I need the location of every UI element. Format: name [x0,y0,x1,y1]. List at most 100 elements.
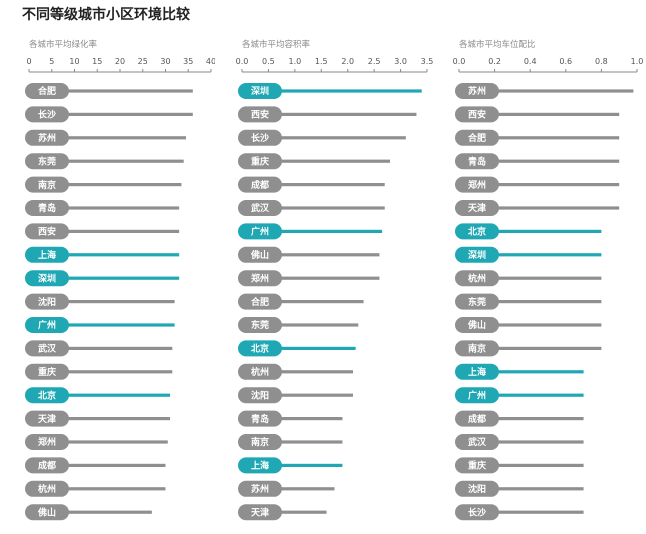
chart-subtitle: 各城市平均绿化率 [29,39,98,50]
category-pill [238,129,282,146]
bar [459,229,602,233]
category-label: 天津 [468,202,486,214]
category-label: 合肥 [38,85,56,97]
category-pill [238,317,282,333]
x-tick-label: 1.0 [631,57,644,66]
bar [242,440,343,444]
category-pill [455,340,499,357]
category-label: 深圳 [468,249,486,261]
category-label: 西安 [468,109,486,121]
bar [459,393,584,397]
category-pill [238,340,282,357]
category-pill [25,410,69,427]
x-tick-label: 15 [92,57,102,66]
bar [29,440,168,444]
category-pill [25,246,69,263]
x-tick-label: 0.8 [595,57,608,66]
bar [29,276,180,280]
category-label: 沈阳 [251,389,269,401]
category-label: 西安 [251,109,269,121]
category-pill [25,176,69,193]
green-rate-chart: 各城市平均绿化率 0 5 10 15 20 25 30 35 40 合肥长沙苏州东莞南京青岛西安上海… [25,39,215,521]
category-label: 佛山 [37,506,56,518]
bar [242,346,356,350]
category-label: 东莞 [38,155,56,167]
bar [459,510,584,514]
category-label: 南京 [468,343,486,355]
bar [242,112,417,116]
category-pill [238,83,282,99]
bar [29,393,171,397]
category-pill [238,223,282,240]
category-label: 深圳 [251,85,269,97]
x-tick-label: 30 [160,57,170,66]
bar [459,323,602,327]
category-pill [238,480,282,497]
bar [459,136,620,140]
category-pill [238,457,282,474]
category-label: 长沙 [251,132,269,144]
bar [242,276,380,280]
bar [242,183,385,187]
category-pill [25,504,69,521]
category-label: 苏州 [38,132,56,144]
category-pill [455,434,499,450]
category-pill [25,293,69,310]
category-pill [25,153,69,170]
category-label: 沈阳 [38,296,56,308]
category-pill [455,387,499,404]
category-label: 武汉 [38,343,57,355]
category-pill [25,129,69,146]
bar [242,136,406,140]
bar [242,206,385,210]
category-pill [455,176,499,193]
category-pill [25,434,69,450]
category-label: 深圳 [38,272,56,284]
bar [29,487,166,491]
bar [242,300,364,304]
category-label: 武汉 [468,436,487,448]
category-pill [238,246,282,263]
category-label: 成都 [468,413,486,425]
bar [29,417,171,421]
category-pill [238,200,282,216]
bar [459,487,584,491]
category-label: 郑州 [38,436,56,448]
category-pill [455,410,499,427]
bar [29,112,193,116]
category-pill [455,270,499,287]
category-label: 苏州 [251,483,269,495]
category-label: 重庆 [251,155,269,167]
bar [459,417,584,421]
category-label: 广州 [38,319,56,331]
category-pill [25,457,69,474]
category-label: 青岛 [251,413,269,425]
parking-ratio-chart: 各城市平均车位配比 0.0 0.2 0.4 0.6 0.8 1.0 苏州西安合肥青岛郑州天津北… [453,39,644,521]
bar [459,346,602,350]
category-label: 上海 [38,249,56,261]
bar [29,253,180,257]
x-tick-label: 3.0 [394,57,407,66]
bar [459,276,602,280]
category-label: 天津 [251,506,269,518]
category-label: 长沙 [468,506,486,518]
category-pill [25,363,69,380]
category-pill [455,504,499,521]
x-tick-label: 0.6 [559,57,572,66]
bar [242,510,327,514]
category-pill [455,223,499,240]
chart-subtitle: 各城市平均容积率 [242,39,311,50]
x-tick-label: 3.5 [421,57,434,66]
category-label: 郑州 [251,272,269,284]
category-label: 佛山 [467,319,486,331]
bar [459,440,584,444]
category-label: 合肥 [468,132,486,144]
bar [29,300,175,304]
category-pill [455,480,499,497]
x-tick-label: 0 [26,57,31,66]
category-pill [238,153,282,170]
bar [242,393,353,397]
plot-ratio-chart: 各城市平均容积率 0.0 0.5 1.0 1.5 2.0 2.5 3.0 3.5 深圳西安长沙重庆… [236,39,434,521]
bar [29,510,152,514]
category-pill [238,363,282,380]
